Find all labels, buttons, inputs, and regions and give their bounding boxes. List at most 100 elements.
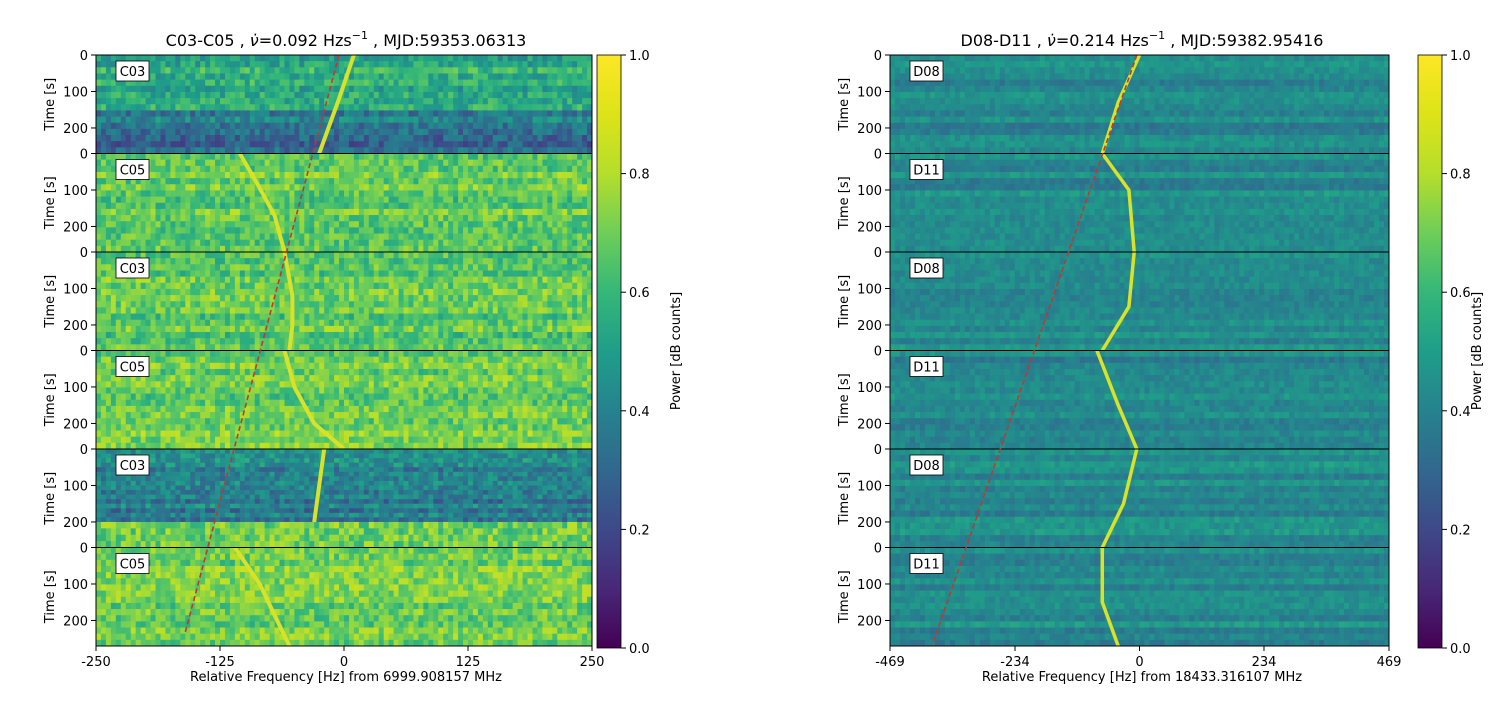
heat-cell [477,141,484,148]
heat-cell [512,227,518,234]
heat-cell [244,307,251,314]
heat-cell [289,258,295,265]
heat-cell [254,258,261,265]
station-label: C05 [115,159,150,180]
heat-cell [224,141,231,148]
heat-cell [249,79,256,87]
heat-cell [304,147,310,154]
heat-cell [453,350,459,358]
heat-cell [304,67,310,74]
heat-cell [492,55,499,62]
heat-cell [309,98,315,105]
heat-cell [284,128,290,136]
heat-cell [249,122,256,130]
heat-cell [587,116,593,124]
heat-cell [284,313,290,321]
heat-cell [428,202,434,210]
heat-cell [205,245,211,253]
heat-cell [497,178,504,185]
heat-cell [562,104,568,111]
heat-cell [190,153,196,161]
heat-cell [239,91,246,99]
heat-cell [438,319,444,327]
heat-cell [393,282,399,290]
heat-cell [532,196,538,204]
heat-cell [329,184,335,191]
heat-cell [125,190,132,197]
heat-cell [572,85,578,93]
heat-cell [125,245,132,253]
heat-cell [234,91,241,99]
heat-cell [458,332,464,339]
heat-cell [274,282,280,290]
heat-cell [309,215,315,222]
heat-cell [458,202,464,210]
heat-cell [145,325,151,333]
heat-cell [329,295,335,302]
heat-cell [155,128,161,136]
heat-cell [507,239,514,247]
y-tick-label: 100 [63,184,88,199]
heat-cell [378,350,385,358]
heat-cell [428,67,434,74]
heat-cell [170,208,176,216]
heat-cell [482,79,489,87]
heat-cell [185,356,191,364]
heat-cell [458,171,464,179]
heat-cell [135,110,142,117]
heat-cell [324,165,330,173]
heat-cell [418,276,424,284]
heat-cell [190,221,196,228]
heat-cell [517,325,523,333]
heat-cell [229,202,236,210]
heat-cell [279,73,285,81]
heat-cell [319,85,325,93]
heat-cell [477,239,484,247]
heat-cell [249,196,256,204]
heat-cell [438,202,444,210]
heat-cell [433,332,439,339]
heat-cell [110,338,117,345]
heat-cell [502,208,509,216]
heat-cell [472,98,479,105]
heat-cell [463,147,469,154]
heat-cell [100,79,107,87]
heat-cell [418,128,424,136]
heat-cell [393,153,399,161]
heat-cell [234,55,241,62]
heat-cell [512,171,518,179]
heat-cell [309,110,315,117]
heat-cell [115,116,122,124]
heat-cell [190,190,196,197]
heat-cell [408,233,414,241]
heat-cell [502,221,509,228]
heat-cell [542,98,548,105]
heat-cell [378,313,385,321]
heat-cell [403,270,409,278]
heat-cell [130,319,137,327]
heat-cell [274,202,280,210]
heat-cell [507,350,514,358]
heat-cell [423,55,429,62]
heat-cell [274,104,280,111]
heat-cell [403,202,409,210]
heat-cell [115,190,122,197]
heat-cell [562,91,568,99]
heat-cell [160,171,166,179]
heat-cell [433,233,439,241]
heat-cell [582,196,588,204]
heat-cell [289,233,295,241]
heat-cell [195,128,201,136]
heat-cell [239,184,246,191]
heat-cell [413,135,419,142]
heat-cell [418,61,424,68]
heat-cell [239,344,246,351]
heat-cell [120,208,127,216]
heat-cell [105,307,112,314]
heat-cell [403,215,409,222]
heat-cell [363,67,370,74]
heat-cell [175,239,181,247]
heat-cell [582,319,588,327]
heat-cell [547,141,553,148]
heat-cell [234,270,241,278]
